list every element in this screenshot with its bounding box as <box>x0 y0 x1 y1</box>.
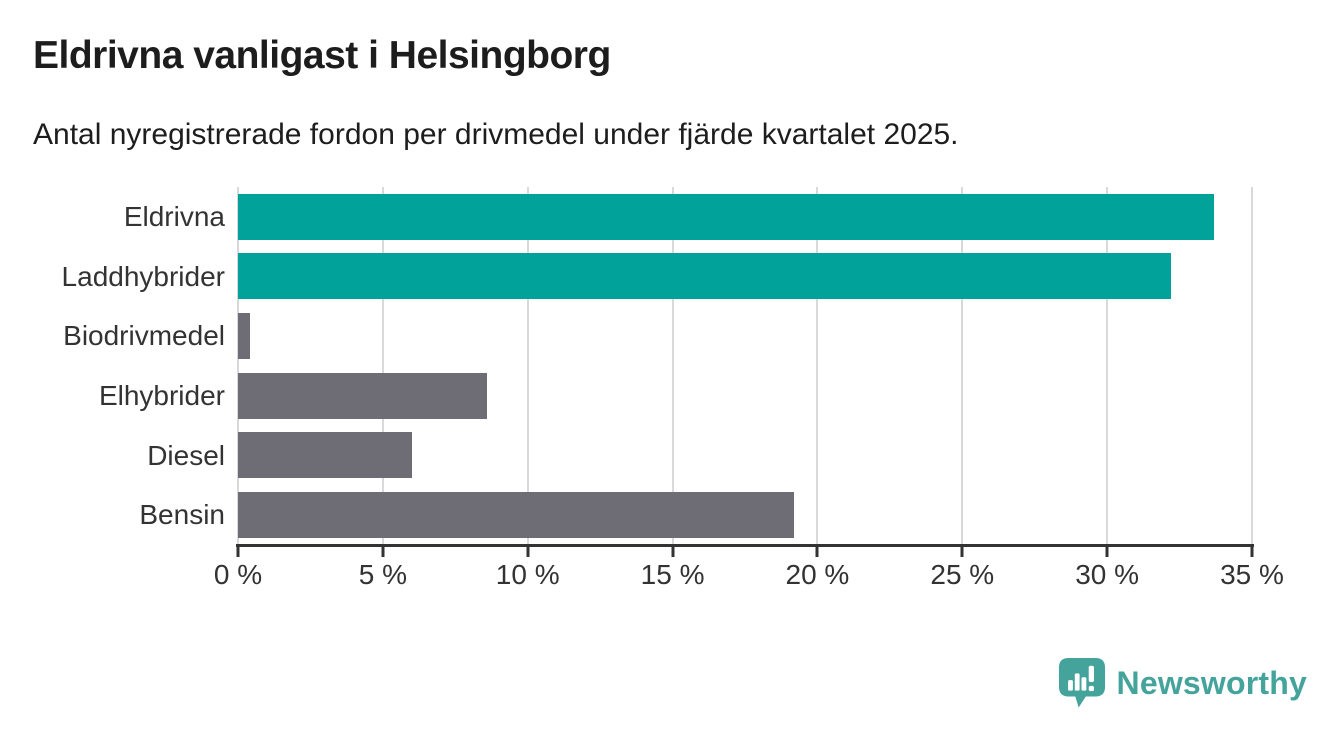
bar-row <box>238 187 1252 247</box>
x-tick-label: 10 % <box>495 559 560 590</box>
bar-laddhybrider <box>238 253 1171 300</box>
x-tick-10pct <box>526 547 530 557</box>
brand-name: Newsworthy <box>1116 664 1307 701</box>
gridline-10pct <box>526 187 529 545</box>
bar-eldrivna <box>238 193 1215 240</box>
category-label: Biodrivmedel <box>63 320 225 352</box>
bar-bensin <box>238 492 795 539</box>
plot-area <box>237 187 1253 545</box>
x-tick-label: 15 % <box>640 559 705 590</box>
x-tick-label: 5 % <box>358 559 407 590</box>
bar-diesel <box>238 432 412 479</box>
x-tick-label: 20 % <box>785 559 850 590</box>
bar-row <box>238 247 1252 307</box>
gridline-20pct <box>816 187 819 545</box>
x-tick-25pct <box>960 547 964 557</box>
category-label: Laddhybrider <box>61 260 225 292</box>
x-axis-line <box>236 544 1254 547</box>
category-label: Eldrivna <box>123 201 225 232</box>
chart-subtitle: Antal nyregistrerade fordon per drivmede… <box>33 118 959 151</box>
gridline-30pct <box>1106 187 1109 545</box>
bar-row <box>238 426 1252 486</box>
gridline-5pct <box>381 187 384 545</box>
bar-biodrivmedel <box>238 313 250 360</box>
x-tick-label: 0 % <box>213 559 263 590</box>
bar-row <box>238 306 1252 366</box>
category-label: Bensin <box>139 499 225 531</box>
x-tick-5pct <box>381 547 385 557</box>
bar-row <box>238 485 1252 545</box>
x-tick-35pct <box>1250 547 1254 557</box>
gridline-25pct <box>961 187 964 545</box>
x-tick-label: 35 % <box>1220 559 1284 590</box>
category-label: Diesel <box>147 439 225 471</box>
gridline-0pct <box>237 187 239 545</box>
x-tick-30pct <box>1105 547 1109 557</box>
chart-title: Eldrivna vanligast i Helsingborg <box>33 34 611 77</box>
bar-row <box>238 366 1252 426</box>
x-tick-15pct <box>671 547 675 557</box>
x-tick-label: 30 % <box>1075 559 1140 590</box>
gridline-35pct <box>1251 187 1253 545</box>
category-label: Elhybrider <box>98 379 225 411</box>
x-tick-label: 25 % <box>930 559 995 590</box>
gridline-15pct <box>671 187 674 545</box>
newsworthy-logo-icon <box>1058 658 1105 708</box>
brand-footer: Newsworthy <box>1058 656 1307 710</box>
x-axis: 0 % 5 % 10 % 15 % 20 % 25 % 30 % 35 % <box>214 547 1284 597</box>
bar-elhybrider <box>238 372 488 419</box>
x-tick-0pct <box>236 547 240 557</box>
x-tick-20pct <box>815 547 819 557</box>
category-labels: Eldrivna Laddhybrider Biodrivmedel Elhybrid… <box>0 187 225 545</box>
